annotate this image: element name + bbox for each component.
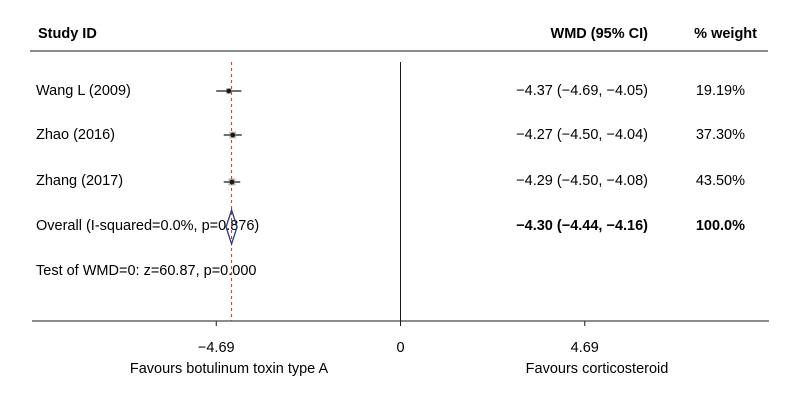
overall-diamond	[225, 207, 238, 247]
plot-marks: −4.69 0 4.69	[32, 62, 769, 356]
x-tick-label-2: 4.69	[571, 340, 599, 356]
study-point-0	[226, 88, 232, 94]
header-wmd-ci: WMD (95% CI)	[551, 26, 649, 42]
overall-effect: −4.30 (−4.44, −4.16)	[516, 218, 648, 234]
favours-left-label: Favours botulinum toxin type A	[130, 361, 329, 377]
header-weight: % weight	[694, 26, 757, 42]
study-weight-1: 37.30%	[696, 127, 745, 143]
study-effect-2: −4.29 (−4.50, −4.08)	[516, 173, 648, 189]
overall-weight: 100.0%	[696, 218, 745, 234]
study-label-0: Wang L (2009)	[36, 83, 131, 99]
header-study-id: Study ID	[38, 26, 97, 42]
study-label-1: Zhao (2016)	[36, 127, 115, 143]
study-label-2: Zhang (2017)	[36, 173, 123, 189]
study-point-1	[230, 132, 236, 138]
study-effect-0: −4.37 (−4.69, −4.05)	[516, 83, 648, 99]
study-point-2	[229, 179, 235, 185]
test-statistic: Test of WMD=0: z=60.87, p=0.000	[36, 263, 256, 279]
overall-label: Overall (I-squared=0.0%, p=0.876)	[36, 218, 259, 234]
favours-right-label: Favours corticosteroid	[526, 361, 669, 377]
study-weight-0: 19.19%	[696, 83, 745, 99]
study-effect-1: −4.27 (−4.50, −4.04)	[516, 127, 648, 143]
x-tick-label-0: −4.69	[198, 340, 235, 356]
study-weight-2: 43.50%	[696, 173, 745, 189]
x-tick-label-1: 0	[396, 340, 404, 356]
